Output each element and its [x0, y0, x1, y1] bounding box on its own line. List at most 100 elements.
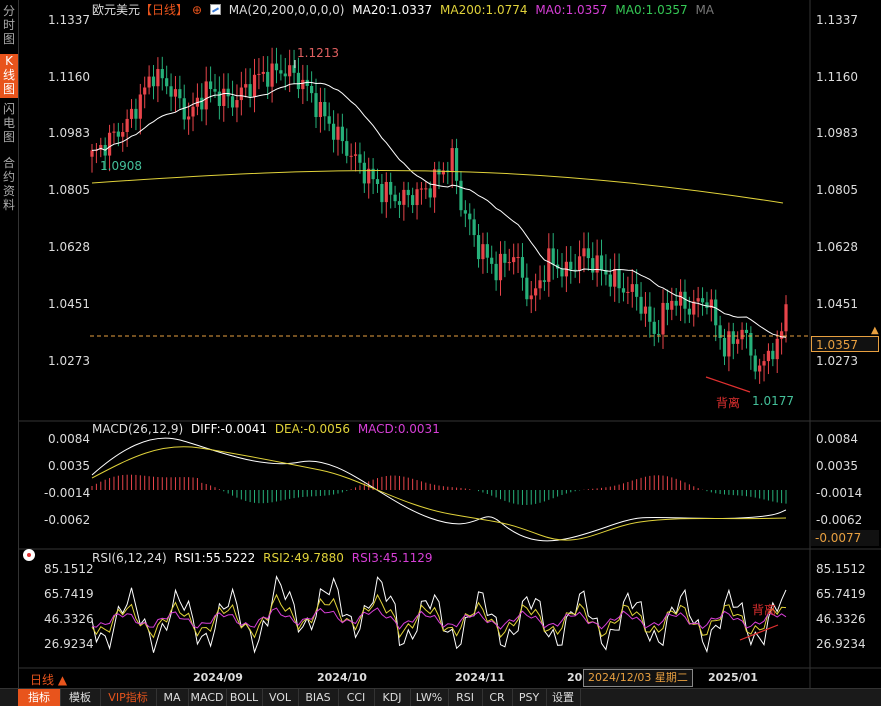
rsi-tick-right-0: 85.1512 — [816, 562, 866, 576]
kdj-button[interactable]: KDJ — [374, 689, 411, 706]
candle-body — [367, 168, 371, 184]
candle-body — [740, 329, 744, 340]
candle-body — [143, 87, 147, 95]
tab-contract-info[interactable]: 合约资料 — [2, 156, 15, 212]
macd-tick-right-0: 0.0084 — [816, 432, 858, 446]
period-selector[interactable]: 日线 ▲ — [30, 673, 68, 687]
candle-body — [314, 93, 318, 118]
y-tick-left-4: 1.0628 — [48, 240, 90, 254]
psy-button[interactable]: PSY — [512, 689, 547, 706]
candle-body — [613, 268, 617, 287]
candle-body — [687, 308, 691, 315]
vol-button[interactable]: VOL — [262, 689, 299, 706]
candle-body — [129, 108, 134, 119]
y-tick-right-4: 1.0628 — [816, 240, 858, 254]
macd-button[interactable]: MACD — [188, 689, 227, 706]
candle-body — [507, 262, 511, 264]
y-tick-right-1: 1.1160 — [816, 70, 858, 84]
candle-body — [380, 183, 384, 203]
candle-body — [441, 170, 445, 175]
macd-legend: MACD(26,12,9) DIFF:-0.0041 DEA:-0.0056 M… — [92, 421, 444, 437]
ma20-value: MA20:1.0337 — [352, 3, 433, 17]
divergence-annotation-rsi: 背离 — [752, 603, 777, 617]
tab-timeshare[interactable]: 分时图 — [2, 4, 15, 46]
candle-body — [463, 210, 467, 214]
candle-body — [762, 361, 766, 366]
candle-body — [577, 256, 582, 271]
macd-tick-left-0: 0.0084 — [48, 432, 90, 446]
indicator-button[interactable]: 指标 — [18, 689, 61, 706]
candle-body — [125, 118, 129, 132]
lw-button[interactable]: LW% — [410, 689, 449, 706]
rsi-settings-icon[interactable] — [23, 549, 35, 561]
candle-body — [437, 169, 441, 175]
candle-body — [165, 78, 169, 87]
vip-indicator-button[interactable]: VIP指标 — [100, 689, 157, 706]
indicator-toolbar: 指标 模板 VIP指标 MA MACD BOLL VOL BIAS CCI KD… — [0, 688, 881, 706]
candle-body — [758, 365, 762, 372]
price-marker-icon[interactable]: ▲ — [871, 325, 879, 336]
rsi-tick-right-3: 26.9234 — [816, 637, 866, 651]
candle-body — [116, 131, 120, 137]
rsi-button[interactable]: RSI — [448, 689, 483, 706]
candle-body — [226, 88, 230, 97]
candle-body — [692, 301, 696, 315]
y-tick-left-5: 1.0451 — [48, 297, 90, 311]
candle-body — [551, 248, 555, 265]
candle-body — [156, 69, 160, 87]
candle-body — [722, 337, 727, 357]
ma-button[interactable]: MA — [156, 689, 189, 706]
candle-body — [639, 296, 643, 314]
ma-params: MA(20,200,0,0,0,0) — [228, 3, 345, 17]
candle-body — [99, 144, 103, 150]
cci-button[interactable]: CCI — [338, 689, 375, 706]
macd-tick-right-1: 0.0035 — [816, 459, 858, 473]
candle-body — [327, 116, 331, 124]
rsi-tick-left-2: 46.3326 — [44, 612, 94, 626]
rsi-title: RSI(6,12,24) — [92, 551, 167, 565]
candle-body — [503, 253, 507, 263]
macd-tick-right-2: -0.0014 — [816, 486, 863, 500]
y-tick-left-1: 1.1160 — [48, 70, 90, 84]
ma-settings-icon[interactable] — [209, 4, 221, 15]
cr-button[interactable]: CR — [482, 689, 513, 706]
rsi-tick-right-2: 46.3326 — [816, 612, 866, 626]
candle-body — [151, 76, 156, 87]
add-icon[interactable]: ⊕ — [192, 3, 203, 17]
y-tick-left-0: 1.1337 — [48, 13, 90, 27]
candle-body — [736, 339, 740, 344]
boll-button[interactable]: BOLL — [226, 689, 263, 706]
settings-button[interactable]: 设置 — [546, 689, 581, 706]
template-button[interactable]: 模板 — [60, 689, 101, 706]
macd-dea-line — [91, 446, 787, 541]
candle-body — [775, 338, 779, 360]
candle-body — [182, 98, 186, 120]
candle-body — [766, 350, 771, 362]
candle-body — [384, 181, 388, 203]
candle-body — [173, 89, 178, 97]
tab-flash-chart[interactable]: 闪电图 — [2, 102, 15, 144]
candle-body — [753, 355, 757, 372]
candle-body — [678, 291, 683, 306]
moving-average-lines — [91, 81, 787, 338]
ma0-value-1: MA0:1.0357 — [535, 3, 608, 17]
y-tick-left-2: 1.0983 — [48, 126, 90, 140]
candle-body — [261, 71, 265, 74]
candle-body — [393, 194, 397, 202]
candle-body — [257, 73, 261, 75]
ma0-value-2: MA0:1.0357 — [615, 3, 688, 17]
candle-body — [248, 84, 252, 97]
candle-body — [498, 253, 503, 281]
tab-kline[interactable]: K线图 — [0, 54, 18, 98]
macd-panel — [91, 437, 787, 542]
candle-body — [534, 288, 538, 296]
rsi2-value: RSI2:49.7880 — [263, 551, 344, 565]
macd-diff-line — [91, 437, 787, 542]
bias-button[interactable]: BIAS — [298, 689, 339, 706]
candle-body — [727, 331, 731, 357]
candle-body — [419, 188, 424, 190]
candle-body — [433, 169, 437, 198]
candle-body — [349, 155, 353, 157]
candle-body — [586, 248, 590, 259]
